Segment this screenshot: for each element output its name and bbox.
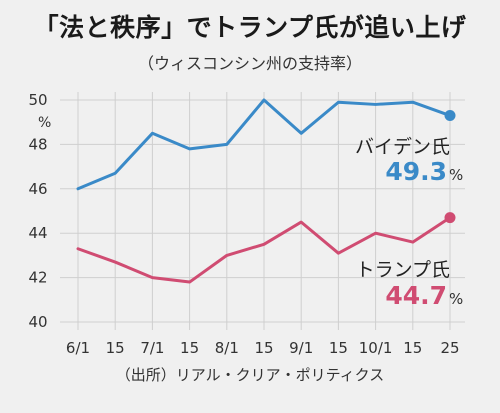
series-label-trump: トランプ氏: [356, 259, 450, 281]
x-tick-label: 25: [440, 339, 459, 357]
y-tick-label: 46: [28, 180, 47, 198]
series-end-point-trump: [444, 212, 456, 224]
series-line-biden: [76, 98, 452, 191]
series-label-biden: バイデン氏: [355, 136, 450, 158]
series-end-unit-trump: %: [449, 290, 463, 308]
y-tick-label: 50: [28, 91, 47, 109]
source-note: （出所）リアル・クリア・ポリティクス: [115, 366, 385, 384]
series-end-point-biden: [444, 110, 456, 122]
series-end-value-trump: 44.7: [385, 281, 447, 310]
y-tick-label: 40: [28, 313, 47, 331]
x-tick-label: 8/1: [215, 339, 239, 357]
y-tick-label: 48: [28, 135, 47, 153]
x-tick-label: 10/1: [359, 339, 393, 357]
y-tick-label: 44: [28, 224, 47, 242]
series-end-unit-biden: %: [449, 166, 463, 184]
chart-title: 「法と秩序」でトランプ氏が追い上げ: [33, 13, 467, 42]
y-unit-label: %: [38, 115, 51, 131]
x-tick-label: 15: [106, 339, 125, 357]
x-tick-label: 15: [254, 339, 273, 357]
x-tick-label: 15: [403, 339, 422, 357]
x-tick-label: 6/1: [66, 339, 90, 357]
series-end-value-biden: 49.3: [385, 157, 447, 186]
x-tick-label: 9/1: [289, 339, 313, 357]
chart-subtitle: （ウィスコンシン州の支持率）: [137, 54, 362, 73]
x-tick-label: 7/1: [140, 339, 164, 357]
x-tick-label: 15: [180, 339, 199, 357]
y-tick-label: 42: [28, 269, 47, 287]
series-line-trump: [76, 216, 452, 284]
x-tick-label: 15: [329, 339, 348, 357]
